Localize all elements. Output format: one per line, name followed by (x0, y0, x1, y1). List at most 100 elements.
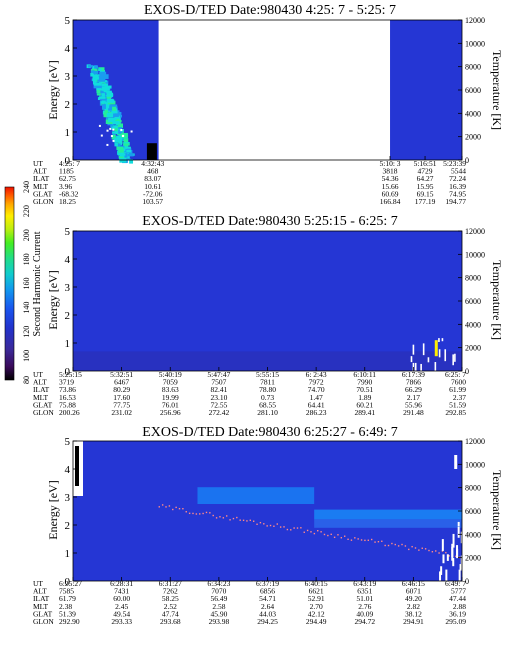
temperature-point (229, 519, 231, 521)
temperature-point (364, 539, 366, 542)
ephemeris-cell: 294.25 (257, 617, 278, 626)
temperature-point (442, 554, 445, 564)
colorbar-tick-label: 80 (22, 376, 31, 384)
ephemeris-cell: 64.41 (308, 400, 325, 409)
temperature-point (441, 338, 444, 342)
y2-tick-label: 0 (465, 577, 469, 586)
ephemeris-cell: 82.41 (210, 385, 227, 394)
heat-cell (123, 158, 131, 161)
ephemeris-cell: 36.19 (449, 609, 466, 618)
ephemeris-row-label: MLT (33, 182, 49, 191)
data-interval-field (73, 20, 159, 160)
temperature-point (192, 512, 194, 515)
panel-2-y2label: Temperature [K] (490, 260, 504, 340)
ephemeris-cell: 6351 (357, 587, 372, 596)
ephemeris-row-label: GLON (33, 408, 54, 417)
ephemeris-cell: 47.74 (162, 609, 179, 618)
colorbar-tick-label: 240 (22, 181, 31, 193)
heat-cell (94, 65, 98, 71)
ephemeris-cell: 293.68 (160, 617, 181, 626)
temperature-point (412, 344, 415, 355)
heat-cell (96, 93, 101, 96)
temperature-point (438, 338, 440, 342)
ephemeris-row-label: ILAT (33, 385, 50, 394)
ephemeris-cell: 3719 (59, 378, 74, 387)
ephemeris-cell: 2.64 (261, 602, 274, 611)
spectrogram-panel-1: EXOS-D/TED Date:980430 4:25: 7 - 5:25: 7… (33, 3, 504, 206)
y-tick-label: 4 (65, 254, 71, 266)
heat-cell (129, 159, 134, 164)
ephemeris-cell: 5777 (451, 587, 466, 596)
temperature-point (323, 533, 326, 536)
ephemeris-cell: 292.85 (445, 408, 466, 417)
ephemeris-row-label: ILAT (33, 174, 50, 183)
panel-2-title: EXOS-D/TED Date:980430 5:25:15 - 6:25: 7 (142, 214, 397, 229)
ephemeris-cell: 60.21 (356, 400, 373, 409)
y2-tick-label: 8000 (465, 63, 481, 72)
ephemeris-cell: 54.71 (259, 594, 276, 603)
ephemeris-cell: 2.52 (164, 602, 177, 611)
temperature-point (427, 357, 430, 363)
heat-cell (90, 73, 95, 77)
temperature-point (367, 539, 370, 541)
ephemeris-cell: 6:31:27 (159, 579, 182, 588)
temperature-point (317, 530, 319, 532)
temperature-point (377, 540, 380, 543)
temperature-point (112, 128, 115, 131)
heat-cell (104, 107, 110, 112)
y-tick-label: 2 (65, 310, 71, 322)
ephemeris-row-label: ALT (33, 167, 47, 176)
heat-cell (434, 340, 438, 357)
ephemeris-cell: 60.00 (113, 594, 130, 603)
temperature-point (239, 519, 241, 521)
spectrogram-field (73, 231, 462, 371)
temperature-point (286, 528, 289, 531)
heat-cell (123, 138, 129, 143)
ephemeris-cell: 293.98 (209, 617, 230, 626)
ephemeris-cell: 70.51 (356, 385, 373, 394)
ephemeris-cell: 6:49: 7 (445, 579, 466, 588)
temperature-point (296, 527, 299, 529)
ephemeris-cell: 6:25:27 (59, 579, 82, 588)
temperature-point (259, 521, 262, 524)
ephemeris-cell: 64.27 (417, 174, 434, 183)
ephemeris-cell: 78.80 (259, 385, 276, 394)
y2-tick-label: 8000 (465, 484, 481, 493)
ephemeris-cell: 4729 (418, 167, 433, 176)
temperature-point (283, 526, 285, 528)
temperature-point (266, 525, 268, 527)
heat-cell (92, 74, 99, 78)
ephemeris-cell: 77.75 (113, 400, 130, 409)
ephemeris-cell: 1.47 (310, 393, 323, 402)
ephemeris-row-label: ILAT (33, 594, 50, 603)
temperature-point (446, 554, 449, 561)
y2-tick-label: 10000 (465, 39, 485, 48)
heat-cell (96, 87, 102, 91)
ephemeris-cell: 256.96 (160, 408, 181, 417)
temperature-point (424, 548, 427, 550)
ephemeris-cell: 7070 (211, 587, 226, 596)
ephemeris-cell: 294.91 (403, 617, 424, 626)
temperature-point (421, 547, 423, 549)
y-tick-label: 1 (65, 338, 71, 350)
ephemeris-row-label: GLON (33, 617, 54, 626)
ephemeris-cell: 2.70 (310, 602, 323, 611)
ephemeris-cell: 18.25 (59, 197, 76, 206)
ephemeris-row-label: MLT (33, 393, 49, 402)
heat-cell (146, 143, 157, 160)
ephemeris-cell: 51.59 (449, 400, 466, 409)
heat-cell (106, 112, 114, 118)
heat-cell (117, 146, 124, 149)
temperature-point (303, 531, 305, 533)
temperature-point (439, 571, 442, 581)
panel-1-y2label: Temperature [K] (490, 50, 504, 130)
y2-tick-label: 10000 (465, 250, 485, 259)
heat-cell (103, 80, 107, 83)
y2-tick-label: 2000 (465, 133, 481, 142)
heat-cell (88, 65, 93, 68)
ephemeris-cell: 2.38 (59, 602, 72, 611)
ephemeris-row-label: GLAT (33, 189, 53, 198)
temperature-point (188, 512, 191, 515)
ephemeris-cell: 5:40:19 (159, 370, 182, 379)
ephemeris-cell: 272.42 (209, 408, 230, 417)
